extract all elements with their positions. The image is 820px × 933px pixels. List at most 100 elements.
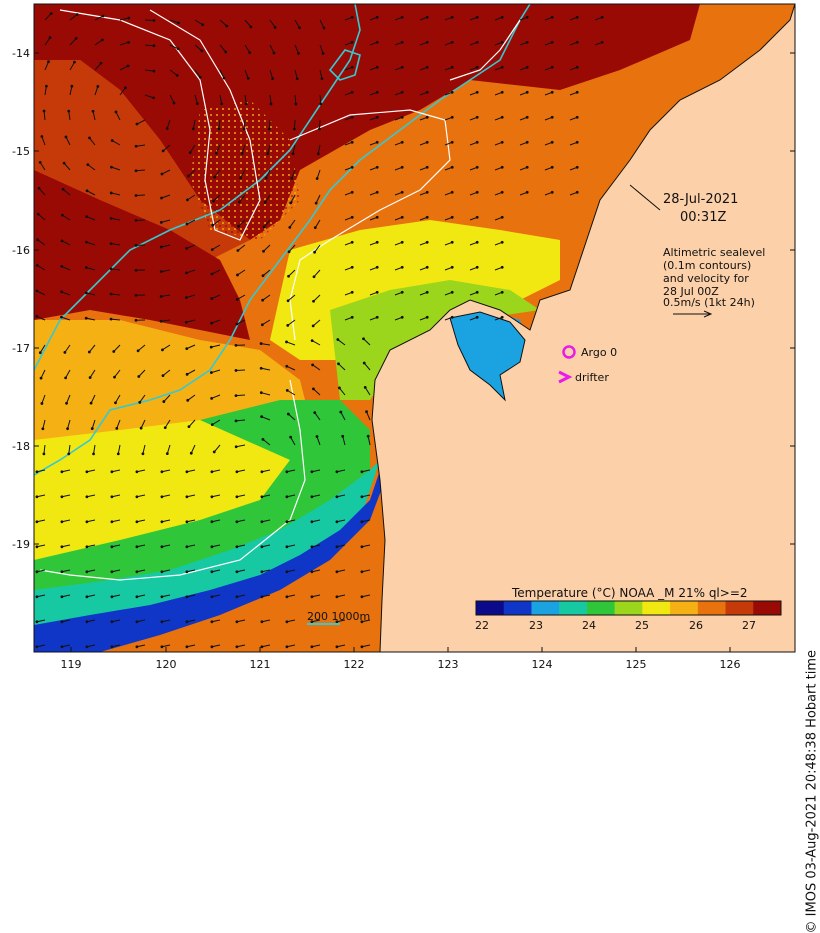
velocity-arrow-head <box>138 401 141 404</box>
velocity-arrow-head <box>101 38 104 41</box>
velocity-arrow-head <box>311 645 314 648</box>
velocity-arrow-head <box>36 620 39 623</box>
velocity-arrow-head <box>351 241 354 244</box>
velocity-arrow-head <box>85 266 88 269</box>
velocity-arrow-head <box>236 570 239 573</box>
sealevel-note-line: and velocity for <box>663 272 749 285</box>
velocity-arrow-head <box>186 595 189 598</box>
velocity-arrow-head <box>236 520 239 523</box>
legend-title: Temperature (°C) NOAA _M 21% ql>=2 <box>511 586 748 600</box>
velocity-arrow-head <box>164 426 167 429</box>
velocity-arrow-head <box>401 241 404 244</box>
velocity-arrow-head <box>323 27 326 30</box>
velocity-arrow-head <box>196 102 199 105</box>
velocity-arrow-head <box>286 495 289 498</box>
velocity-arrow-head <box>161 173 164 176</box>
velocity-arrow-head <box>177 47 180 50</box>
sst-colorbar <box>476 601 782 615</box>
velocity-arrow-head <box>135 244 138 247</box>
velocity-arrow-head <box>236 274 239 277</box>
velocity-arrow-head <box>285 365 288 368</box>
velocity-arrow-head <box>261 495 264 498</box>
velocity-arrow-head <box>135 319 138 322</box>
velocity-arrow-head <box>401 291 404 294</box>
y-axis: -14 -15 -16 -17 -18 -19 <box>12 47 30 551</box>
velocity-arrow-head <box>211 423 214 426</box>
velocity-arrow-head <box>338 387 341 390</box>
velocity-arrow-head <box>90 402 93 405</box>
velocity-arrow-head <box>451 216 454 219</box>
velocity-arrow-head <box>110 192 113 195</box>
velocity-arrow-head <box>551 166 554 169</box>
velocity-arrow-head <box>236 470 239 473</box>
velocity-arrow-head <box>260 391 263 394</box>
velocity-arrow-head <box>185 296 188 299</box>
velocity-arrow-head <box>261 299 264 302</box>
velocity-arrow-head <box>185 272 188 275</box>
velocity-arrow-head <box>292 152 295 155</box>
velocity-arrow-head <box>426 166 429 169</box>
velocity-arrow-head <box>61 595 64 598</box>
legend-tick-label: 23 <box>529 619 543 632</box>
velocity-arrow-head <box>224 51 227 54</box>
velocity-arrow-head <box>110 166 113 169</box>
velocity-arrow-head <box>161 495 164 498</box>
velocity-arrow-head <box>501 141 504 144</box>
velocity-arrow-head <box>285 341 288 344</box>
velocity-arrow-head <box>526 16 529 19</box>
velocity-arrow-head <box>110 293 113 296</box>
velocity-arrow-head <box>110 267 113 270</box>
velocity-arrow-head <box>311 339 314 342</box>
velocity-arrow-head <box>61 239 64 242</box>
velocity-arrow-head <box>86 470 89 473</box>
velocity-arrow-head <box>210 297 213 300</box>
velocity-arrow-head <box>61 545 64 548</box>
velocity-arrow-head <box>65 402 68 405</box>
velocity-arrow-head <box>86 545 89 548</box>
velocity-arrow-head <box>290 177 293 180</box>
velocity-arrow-head <box>576 141 579 144</box>
velocity-arrow-head <box>177 21 180 24</box>
velocity-arrow-head <box>263 225 266 228</box>
velocity-arrow-head <box>361 570 364 573</box>
velocity-arrow-head <box>36 595 39 598</box>
argo-label: Argo 0 <box>581 346 617 359</box>
velocity-arrow-head <box>162 149 165 152</box>
velocity-arrow-head <box>526 66 529 69</box>
velocity-arrow-head <box>551 91 554 94</box>
velocity-arrow-head <box>43 453 46 456</box>
velocity-arrow-head <box>152 96 155 99</box>
velocity-arrow-head <box>61 470 64 473</box>
velocity-arrow-head <box>451 291 454 294</box>
velocity-arrow-head <box>86 189 89 192</box>
velocity-arrow-head <box>199 76 202 79</box>
velocity-arrow-head <box>451 116 454 119</box>
velocity-arrow-head <box>40 135 43 138</box>
velocity-arrow-head <box>351 41 354 44</box>
velocity-arrow-head <box>286 389 289 392</box>
velocity-arrow-head <box>351 66 354 69</box>
velocity-arrow-head <box>39 351 42 354</box>
velocity-arrow-head <box>166 452 169 455</box>
velocity-arrow-head <box>401 316 404 319</box>
velocity-arrow-head <box>161 645 164 648</box>
velocity-arrow-head <box>136 570 139 573</box>
velocity-arrow-head <box>36 495 39 498</box>
velocity-arrow-head <box>426 41 429 44</box>
velocity-arrow-head <box>86 645 89 648</box>
velocity-arrow-head <box>376 291 379 294</box>
velocity-arrow-head <box>261 645 264 648</box>
velocity-arrow-head <box>67 110 70 113</box>
velocity-arrow-head <box>336 645 339 648</box>
velocity-arrow-head <box>236 645 239 648</box>
velocity-arrow-head <box>311 570 314 573</box>
legend-tick-label: 25 <box>635 619 649 632</box>
velocity-arrow-head <box>401 141 404 144</box>
velocity-arrow-head <box>160 221 163 224</box>
velocity-arrow-head <box>451 66 454 69</box>
velocity-arrow-head <box>311 520 314 523</box>
velocity-arrow-head <box>526 116 529 119</box>
velocity-arrow-head <box>361 470 364 473</box>
velocity-arrow-head <box>64 376 67 379</box>
velocity-arrow-head <box>102 15 105 18</box>
